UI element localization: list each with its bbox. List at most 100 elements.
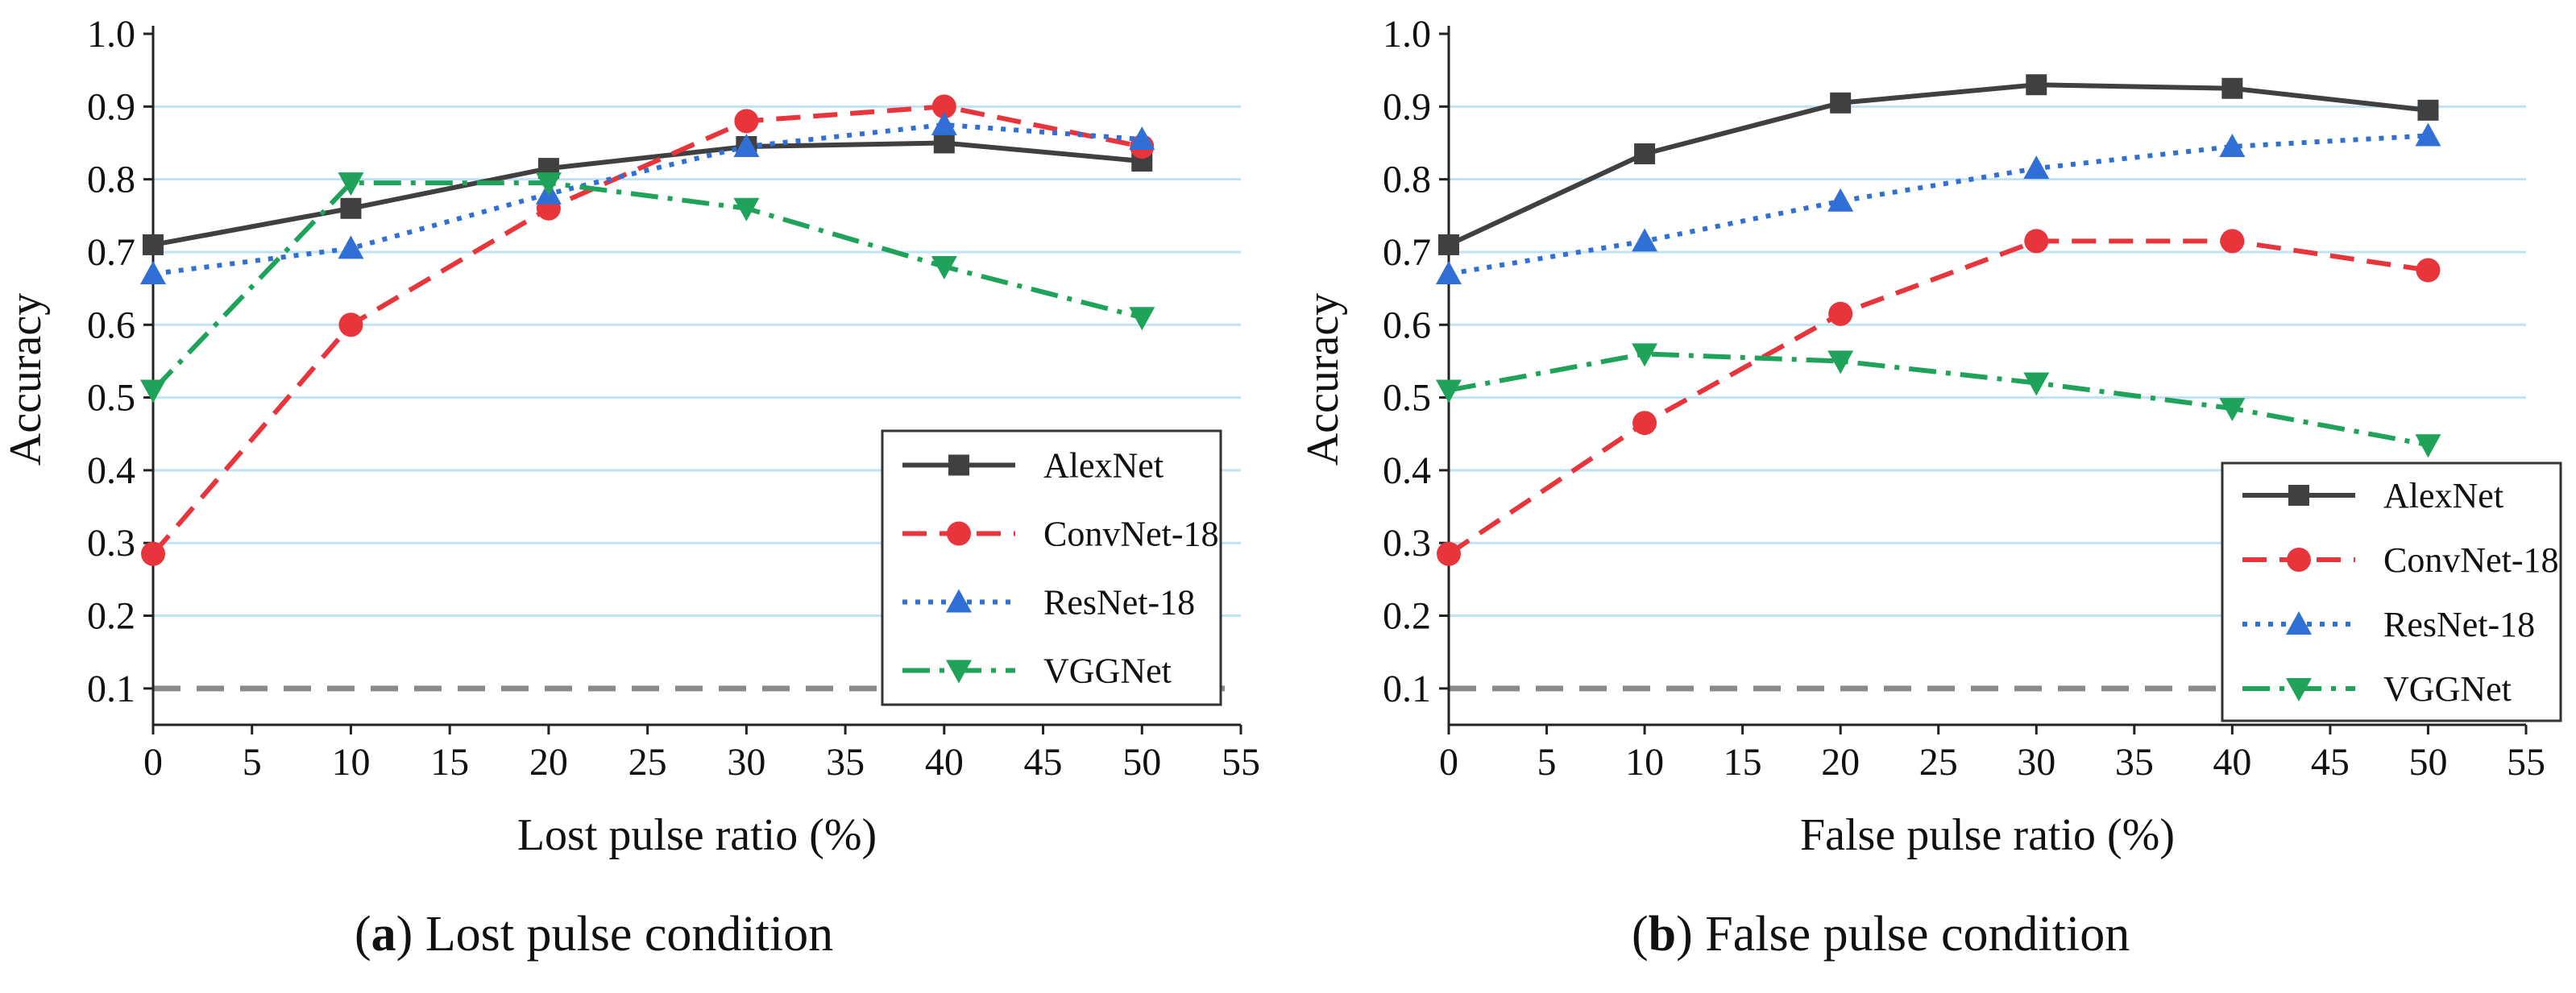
data-point-vggnet bbox=[1827, 350, 1854, 374]
legend-marker-vggnet bbox=[2286, 678, 2312, 701]
series-alexnet bbox=[1438, 74, 2439, 255]
chart-false-pulse: 0.1 0.2 0.3 0.4 0.5 0.6 0.7 0.8 0.9 1.0 0 5 10 15 20 25… bbox=[1298, 13, 2562, 860]
legend-label-resnet-18: ResNet-18 bbox=[1043, 583, 1195, 623]
series-line-resnet-18 bbox=[1448, 133, 2429, 277]
data-point-resnet-18 bbox=[140, 261, 166, 285]
series-line-convnet-18 bbox=[151, 104, 1143, 556]
x-tick-label: 15 bbox=[1724, 741, 1762, 784]
legend-label-convnet-18: ConvNet-18 bbox=[2383, 540, 2559, 580]
series-line-alexnet bbox=[1447, 82, 2429, 247]
x-tick-label: 10 bbox=[331, 741, 370, 784]
data-point-vggnet bbox=[1129, 307, 1155, 331]
data-point-alexnet bbox=[933, 132, 955, 154]
x-tick-label: 55 bbox=[2507, 741, 2545, 784]
data-point-alexnet bbox=[1634, 143, 1656, 165]
series-resnet-18 bbox=[140, 111, 1155, 285]
data-point-vggnet bbox=[2415, 434, 2441, 458]
legend-label-convnet-18: ConvNet-18 bbox=[1043, 515, 1219, 554]
x-tick-label: 5 bbox=[1537, 741, 1557, 784]
series-line-convnet-18 bbox=[1447, 238, 2429, 556]
x-tick-label: 30 bbox=[727, 741, 765, 784]
series-line-alexnet bbox=[152, 140, 1143, 247]
data-point-convnet-18 bbox=[338, 312, 363, 337]
data-point-vggnet bbox=[140, 379, 166, 403]
x-axis-label: False pulse ratio (%) bbox=[1800, 810, 2175, 860]
data-point-vggnet bbox=[338, 172, 364, 197]
x-tick-label: 40 bbox=[925, 741, 964, 784]
y-axis-label: Accuracy bbox=[1298, 293, 1348, 466]
caption-b-letter: b bbox=[1648, 907, 1677, 962]
y-tick-label: 0.9 bbox=[87, 85, 135, 128]
data-point-resnet-18 bbox=[2023, 155, 2050, 180]
y-tick-label: 0.4 bbox=[1383, 449, 1431, 492]
legend-box bbox=[881, 429, 1222, 706]
x-tick-label: 25 bbox=[1919, 741, 1958, 784]
series-alexnet bbox=[143, 132, 1153, 255]
series-line-vggnet bbox=[1448, 351, 2429, 448]
x-tick-label: 25 bbox=[628, 741, 667, 784]
y-tick-label: 0.5 bbox=[87, 377, 135, 420]
data-point-resnet-18 bbox=[931, 111, 957, 135]
data-point-convnet-18 bbox=[1828, 301, 1853, 326]
y-tick-label: 0.2 bbox=[1383, 595, 1431, 638]
y-tick-label: 0.1 bbox=[1383, 668, 1431, 710]
x-tick-label: 35 bbox=[2115, 741, 2154, 784]
series-resnet-18 bbox=[1436, 122, 2441, 285]
legend-label-vggnet: VGGNet bbox=[1043, 652, 1172, 691]
y-tick-label: 0.7 bbox=[87, 231, 135, 274]
legend-label-resnet-18: ResNet-18 bbox=[2383, 605, 2535, 644]
x-tick-label: 20 bbox=[1821, 741, 1860, 784]
x-tick-label: 0 bbox=[1439, 741, 1458, 784]
legend-box bbox=[2221, 461, 2562, 722]
y-tick-label: 0.6 bbox=[87, 304, 135, 346]
data-point-vggnet bbox=[2023, 372, 2050, 396]
y-tick-label: 0.8 bbox=[87, 159, 135, 201]
caption-b-text: False pulse condition bbox=[1705, 907, 2130, 962]
x-tick-label: 0 bbox=[143, 741, 163, 784]
caption-a: (a) Lost pulse condition bbox=[355, 907, 834, 962]
data-point-vggnet bbox=[733, 197, 760, 221]
series-vggnet bbox=[1436, 343, 2441, 458]
x-tick-label: 50 bbox=[2408, 741, 2447, 784]
y-tick-label: 0.1 bbox=[87, 668, 135, 710]
series-vggnet bbox=[140, 172, 1155, 403]
data-point-resnet-18 bbox=[338, 235, 364, 259]
data-point-vggnet bbox=[1632, 343, 1658, 367]
series-convnet-18 bbox=[1437, 229, 2441, 566]
y-tick-label: 0.5 bbox=[1383, 377, 1431, 420]
data-point-vggnet bbox=[931, 256, 957, 280]
data-point-alexnet bbox=[143, 234, 164, 255]
series-line-resnet-18 bbox=[152, 122, 1143, 277]
legend-marker-convnet-18 bbox=[2287, 548, 2311, 572]
data-point-alexnet bbox=[2417, 99, 2439, 121]
data-point-alexnet bbox=[340, 197, 362, 219]
legend-label-alexnet: AlexNet bbox=[2383, 476, 2503, 515]
x-tick-label: 10 bbox=[1625, 741, 1664, 784]
data-point-vggnet bbox=[2219, 398, 2246, 422]
legend-marker-resnet-18 bbox=[2286, 611, 2312, 635]
data-point-alexnet bbox=[1830, 92, 1852, 114]
y-tick-label: 0.2 bbox=[87, 595, 135, 638]
data-point-alexnet bbox=[2221, 77, 2243, 99]
y-tick-label: 0.9 bbox=[1383, 85, 1431, 128]
y-tick-label: 0.3 bbox=[1383, 522, 1431, 565]
legend-marker-alexnet bbox=[2288, 485, 2309, 506]
legend-marker-resnet-18 bbox=[946, 589, 972, 613]
x-tick-label: 55 bbox=[1222, 741, 1260, 784]
caption-a-letter: a bbox=[371, 907, 396, 962]
data-point-convnet-18 bbox=[141, 541, 165, 566]
x-tick-label: 15 bbox=[430, 741, 469, 784]
legend-marker-vggnet bbox=[946, 660, 972, 684]
y-tick-label: 0.7 bbox=[1383, 231, 1431, 274]
x-tick-label: 20 bbox=[529, 741, 568, 784]
caption-b: (b) False pulse condition bbox=[1632, 907, 2130, 962]
caption-a-text: Lost pulse condition bbox=[425, 907, 834, 962]
data-point-resnet-18 bbox=[733, 133, 760, 157]
data-point-resnet-18 bbox=[1129, 126, 1155, 150]
data-point-convnet-18 bbox=[2220, 229, 2245, 254]
y-tick-label: 0.8 bbox=[1383, 159, 1431, 201]
legend: AlexNet ConvNet-18 ResNet-18 VGGNet bbox=[2221, 461, 2562, 722]
legend: AlexNet ConvNet-18 ResNet-18 VGGNet bbox=[881, 429, 1222, 706]
data-point-convnet-18 bbox=[2416, 258, 2441, 283]
x-tick-label: 5 bbox=[243, 741, 262, 784]
